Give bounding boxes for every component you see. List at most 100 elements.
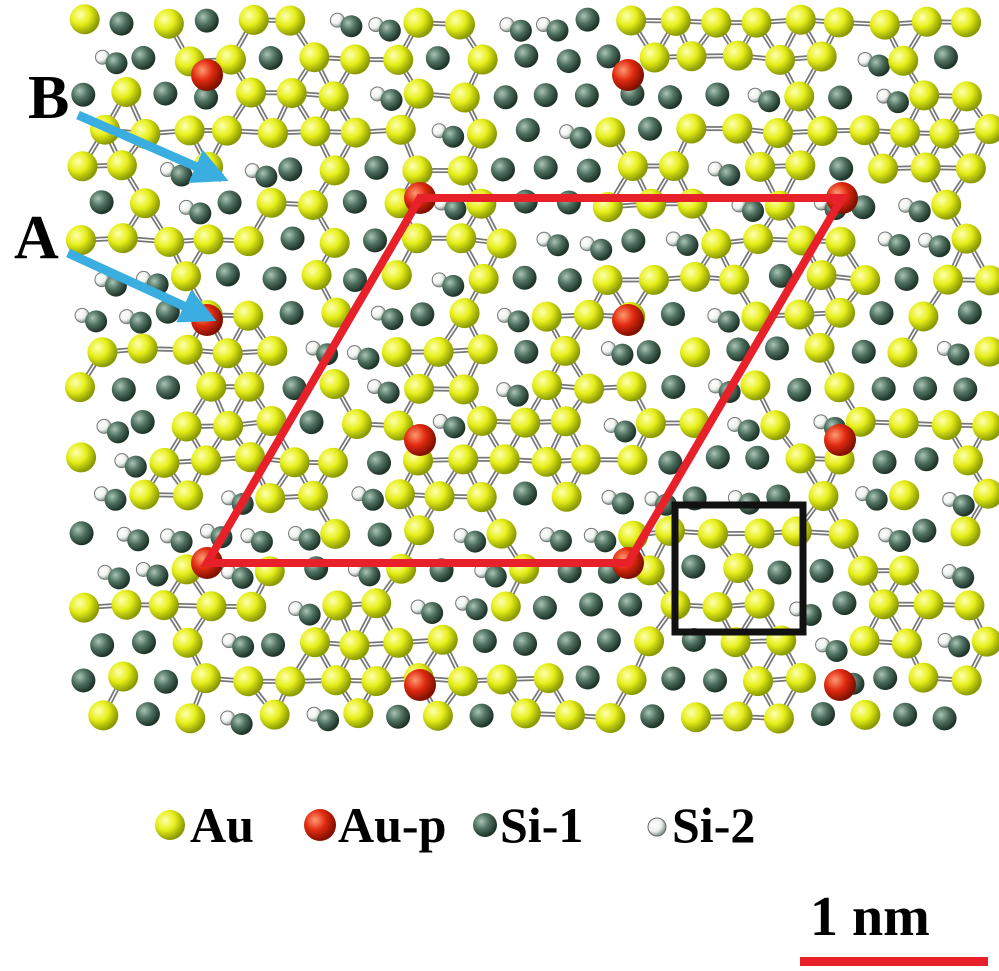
si1-atom [953,494,975,516]
si1-atom [577,159,601,183]
si1-atom [534,156,558,180]
au-atom [446,223,476,253]
au-atom [196,591,226,621]
si1-atom [491,157,515,181]
si1-atom [442,275,464,297]
si1-atom [826,640,848,662]
si1-atom [915,447,939,471]
au-atom [173,335,203,365]
au-atom [595,117,625,147]
au-atom [320,155,350,185]
au-atom [825,298,855,328]
au-atom [550,336,580,366]
au-atom [952,81,982,111]
au-atom [702,592,732,622]
au-atom [953,445,983,475]
legend-label: Si-2 [672,797,755,853]
au-atom [889,556,919,586]
au-p-atom [612,59,644,91]
au-atom [824,372,854,402]
au-atom [108,223,138,253]
si1-atom [154,670,178,694]
au-atom [661,6,691,36]
si1-atom [71,83,95,107]
au-atom [932,410,962,440]
si1-atom [557,49,581,73]
si1-atom [570,127,592,149]
scale-label: 1 nm [810,886,930,948]
si1-atom [718,311,740,333]
au-atom [233,666,263,696]
si1-atom [299,410,323,434]
au-atom [952,665,982,695]
au-atom [509,554,539,584]
au-atom [469,264,499,294]
si1-atom [888,234,910,256]
au-atom [234,226,264,256]
si1-atom [658,85,682,109]
au-atom [467,119,497,149]
au-atom [258,118,288,148]
au-atom [299,42,329,72]
si1-atom [575,83,599,107]
si1-atom [362,489,384,511]
si1-atom [107,421,129,443]
si1-atom [614,420,636,442]
au-atom [302,260,332,290]
au-atom [640,42,670,72]
au-atom [361,666,391,696]
si1-atom [131,46,155,70]
au-atom [784,81,814,111]
au-atom [551,406,581,436]
au-atom [676,41,706,71]
au-atom [65,372,95,402]
au-atom [659,151,689,181]
si1-atom [146,564,168,586]
au-atom [424,337,454,367]
au-atom [532,370,562,400]
au-atom [808,481,838,511]
si1-atom [594,530,616,552]
au-atom [829,519,859,549]
si1-atom [156,376,180,400]
au-atom [445,9,475,39]
au-atom [212,116,242,146]
au-atom [532,447,562,477]
si1-atom [278,157,302,181]
si1-atom [263,267,287,291]
si1-atom [579,593,603,617]
au-atom [339,630,369,660]
si1-atom [125,456,147,478]
si1-atom [618,593,642,617]
au-atom [719,265,749,295]
si1-atom [765,336,789,360]
au-atom [887,337,917,367]
au-atom [468,334,498,364]
si1-atom [90,190,114,214]
au-atom [154,9,184,39]
au-atom [403,8,433,38]
au-atom [555,700,585,730]
au-p-atom [824,424,856,456]
au-atom [107,150,137,180]
si1-atom [576,8,600,32]
au-atom [929,119,959,149]
au-atom [639,265,669,295]
si1-atom [132,630,156,654]
si1-atom [558,268,582,292]
si1-atom [231,713,253,735]
si1-atom [758,90,780,112]
label-b: B [28,64,69,132]
au-atom [532,302,562,332]
si1-atom [195,9,219,33]
au-atom [383,628,413,658]
si1-atom [738,420,760,442]
au-atom [280,447,310,477]
au-atom [193,224,223,254]
si1-atom [130,312,152,334]
au-atom [450,83,480,113]
si1-atom [557,631,581,655]
au-atom [760,410,790,440]
au-atom [239,5,269,35]
au-atom [595,703,625,733]
